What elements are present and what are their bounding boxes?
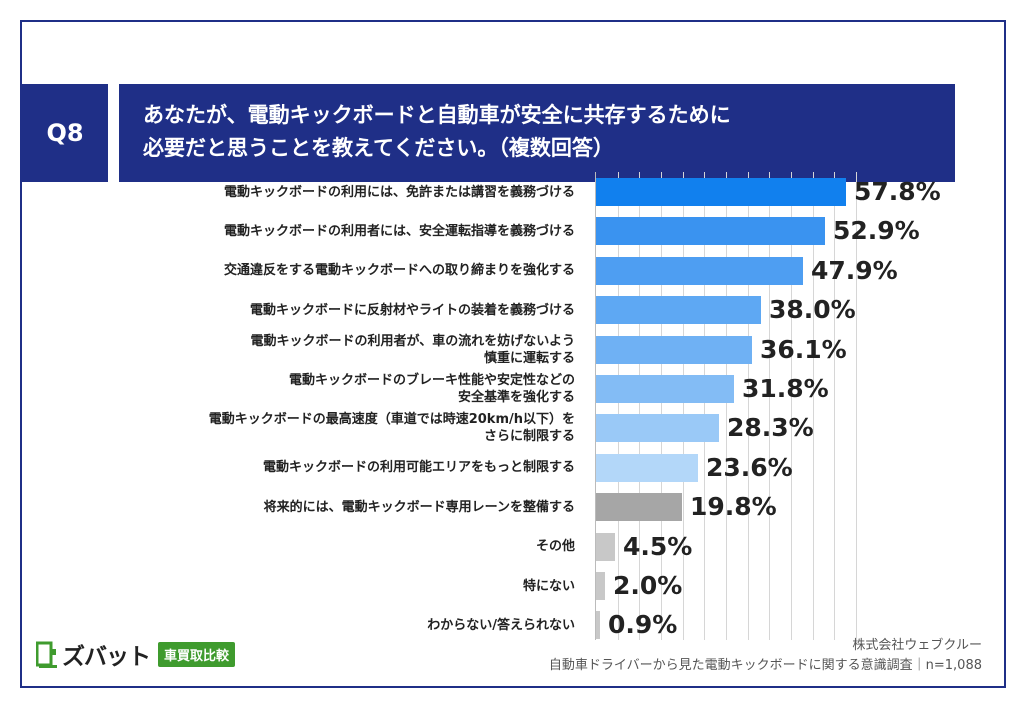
logo-badge: 車買取比較	[158, 641, 236, 667]
category-label: 交通違反をする電動キックボードへの取り締まりを強化する	[0, 262, 575, 279]
bar-value-label: 23.6%	[706, 453, 793, 482]
bar-value-label: 57.8%	[854, 177, 941, 206]
grid-line	[704, 172, 705, 640]
category-label-line: 電動キックボードの最高速度（車道では時速20km/h以下）を	[208, 412, 575, 427]
category-label-line: 電動キックボードの利用には、免許または講習を義務づける	[223, 185, 575, 200]
question-number: Q8	[46, 119, 84, 147]
bar-value-label: 38.0%	[769, 295, 856, 324]
question-number-badge: Q8	[22, 84, 108, 182]
bar	[596, 414, 719, 442]
bar	[596, 296, 761, 324]
grid-line	[834, 172, 835, 640]
category-label-line: その他	[535, 539, 575, 554]
grid-line	[639, 172, 640, 640]
category-axis-line	[595, 172, 596, 640]
category-label-line: 特にない	[522, 579, 575, 594]
bar	[596, 336, 752, 364]
category-label-line: 電動キックボードの利用者には、安全運転指導を義務づける	[223, 224, 575, 239]
grid-line	[683, 172, 684, 640]
category-label-line: 電動キックボードのブレーキ性能や安定性などの	[288, 373, 575, 388]
grid-line	[748, 172, 749, 640]
category-label: その他	[0, 538, 575, 555]
logo-text: ズバット	[62, 644, 151, 670]
grid-line	[726, 172, 727, 640]
bar-value-label: 52.9%	[833, 216, 920, 245]
bar-value-label: 0.9%	[608, 610, 678, 639]
category-label-line: 安全基準を強化する	[457, 390, 575, 405]
bar-value-label: 47.9%	[811, 256, 898, 285]
grid-line	[813, 172, 814, 640]
category-label-line: わからない/答えられない	[427, 618, 575, 633]
bar	[596, 611, 600, 639]
footer-company: 株式会社ウェブクルー	[852, 638, 982, 653]
bar	[596, 178, 846, 206]
category-label-line: 電動キックボードの利用可能エリアをもっと制限する	[262, 460, 575, 475]
bar-value-label: 2.0%	[613, 571, 683, 600]
chart-frame: Q8 あなたが、電動キックボードと自動車が安全に共存するために 必要だと思うこと…	[20, 20, 1006, 688]
category-label: わからない/答えられない	[0, 617, 575, 634]
zubat-logo-icon	[35, 639, 58, 669]
bar	[596, 454, 698, 482]
question-title: あなたが、電動キックボードと自動車が安全に共存するために 必要だと思うことを教え…	[119, 84, 955, 182]
bar	[596, 217, 825, 245]
grid-line	[769, 172, 770, 640]
category-label: 電動キックボードの利用者には、安全運転指導を義務づける	[0, 223, 575, 240]
bar-value-label: 4.5%	[623, 532, 693, 561]
grid-line	[856, 172, 857, 640]
question-title-line2: 必要だと思うことを教えてください。（複数回答）	[143, 136, 614, 160]
category-label-line: 交通違反をする電動キックボードへの取り締まりを強化する	[223, 263, 575, 278]
bar	[596, 375, 734, 403]
category-label: 電動キックボードの最高速度（車道では時速20km/h以下）をさらに制限する	[0, 411, 575, 445]
category-label: 電動キックボードの利用者が、車の流れを妨げないよう慎重に運転する	[0, 333, 575, 367]
bar	[596, 533, 615, 561]
category-label: 将来的には、電動キックボード専用レーンを整備する	[0, 499, 575, 516]
grid-line	[661, 172, 662, 640]
category-label-line: 慎重に運転する	[483, 351, 575, 366]
grid-line	[791, 172, 792, 640]
footer-survey: 自動車ドライバーから見た電動キックボードに関する意識調査｜n=1,088	[548, 658, 982, 673]
category-label-line: 将来的には、電動キックボード専用レーンを整備する	[263, 500, 575, 515]
category-label: 電動キックボードの利用可能エリアをもっと制限する	[0, 459, 575, 476]
bar	[596, 572, 605, 600]
zubat-logo: ズバット 車買取比較	[35, 634, 236, 674]
category-label-line: 電動キックボードに反射材やライトの装着を義務づける	[249, 303, 575, 318]
bar	[596, 257, 803, 285]
category-label: 電動キックボードに反射材やライトの装着を義務づける	[0, 302, 575, 319]
category-label-line: さらに制限する	[483, 429, 575, 444]
bar-value-label: 36.1%	[760, 335, 847, 364]
category-label: 特にない	[0, 578, 575, 595]
bar	[596, 493, 682, 521]
category-label: 電動キックボードのブレーキ性能や安定性などの安全基準を強化する	[0, 372, 575, 406]
category-label: 電動キックボードの利用には、免許または講習を義務づける	[0, 184, 575, 201]
question-title-line1: あなたが、電動キックボードと自動車が安全に共存するために	[143, 103, 731, 127]
bar-value-label: 28.3%	[727, 413, 814, 442]
grid-line	[618, 172, 619, 640]
category-label-line: 電動キックボードの利用者が、車の流れを妨げないよう	[250, 334, 575, 349]
bar-value-label: 31.8%	[742, 374, 829, 403]
bar-value-label: 19.8%	[690, 492, 777, 521]
